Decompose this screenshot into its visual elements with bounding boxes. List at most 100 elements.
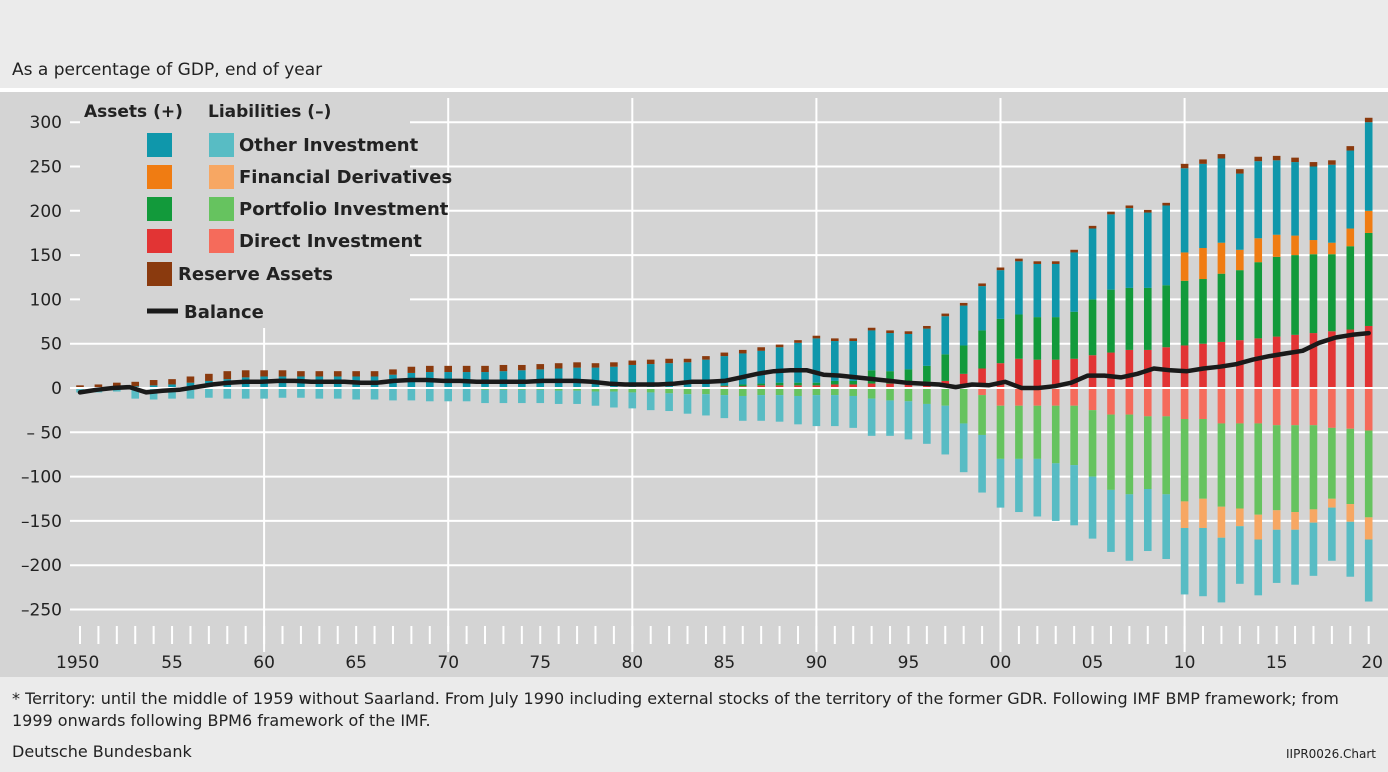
bar-liability-other [260, 388, 268, 399]
bar-liability-direct [1180, 388, 1189, 420]
bar-liability-portfolio [959, 388, 968, 424]
bar-asset-direct [1180, 345, 1189, 388]
x-tick-label: 85 [714, 653, 736, 673]
bar-asset-direct [812, 385, 821, 388]
bar-liability-other [923, 403, 931, 444]
bar-asset-reserve [168, 379, 176, 385]
bar-liability-other [462, 388, 471, 402]
bar-asset-other [1107, 214, 1115, 290]
bar-asset-portfolio [738, 384, 747, 387]
legend-swatch-asset-derivatives [147, 165, 172, 189]
bar-asset-direct [757, 385, 765, 388]
bar-asset-direct [794, 385, 802, 388]
bar-liability-other [1143, 489, 1152, 552]
legend-swatch-asset-direct [147, 229, 172, 253]
bar-asset-other [720, 356, 729, 386]
bar-asset-other [499, 371, 508, 388]
bar-liability-other [1070, 465, 1078, 526]
y-tick-label: –100 [21, 468, 62, 488]
bar-liability-portfolio [867, 388, 876, 399]
y-tick-label: –250 [21, 601, 62, 621]
bar-liability-other [1051, 463, 1060, 521]
bar-asset-portfolio [1143, 287, 1152, 350]
bar-liability-portfolio [849, 388, 858, 396]
x-tick-label: 00 [990, 653, 1012, 673]
bar-liability-other [205, 388, 213, 398]
bar-asset-reserve [665, 358, 673, 364]
bar-liability-portfolio [1309, 425, 1318, 510]
y-tick-label: 300 [30, 113, 62, 133]
footnote: * Territory: until the middle of 1959 wi… [12, 689, 1339, 730]
legend-label-reserve: Reserve Assets [178, 264, 333, 285]
bar-liability-other [241, 388, 250, 399]
bar-liability-direct [1346, 388, 1355, 429]
bar-liability-direct [1125, 388, 1134, 415]
bar-asset-derivatives [1346, 228, 1355, 247]
bar-liability-portfolio [683, 388, 692, 395]
bar-asset-portfolio [1070, 311, 1078, 359]
bar-asset-portfolio [941, 354, 950, 381]
legend-swatch-liability-derivatives [209, 165, 234, 189]
bar-asset-reserve [1143, 209, 1152, 213]
y-tick-label: 250 [30, 158, 62, 178]
bar-asset-portfolio [757, 383, 765, 386]
bar-asset-derivatives [1309, 240, 1318, 255]
bar-asset-other [1309, 166, 1318, 241]
bar-liability-direct [1015, 388, 1023, 406]
bar-asset-other [1015, 261, 1023, 315]
bar-liability-portfolio [831, 388, 839, 396]
bar-asset-other [849, 341, 858, 381]
bar-asset-direct [1199, 343, 1207, 388]
bar-asset-derivatives [1328, 242, 1336, 255]
x-tick-label: 55 [161, 653, 183, 673]
bar-asset-other [1254, 161, 1263, 239]
bar-asset-reserve [113, 382, 121, 387]
bar-asset-portfolio [996, 318, 1005, 364]
bar-asset-derivatives [1217, 242, 1226, 274]
bar-asset-portfolio [1125, 287, 1134, 350]
bar-asset-other [1199, 163, 1207, 249]
bar-asset-reserve [1346, 146, 1355, 151]
bar-liability-direct [1254, 388, 1263, 424]
legend-label-balance: Balance [184, 302, 264, 323]
x-tick-label: 20 [1361, 653, 1383, 673]
legend-background [80, 96, 410, 328]
bar-liability-other [425, 388, 434, 402]
bar-asset-derivatives [1254, 238, 1263, 263]
bar-asset-other [978, 286, 986, 331]
bar-liability-derivatives [1364, 517, 1373, 540]
bar-liability-portfolio [702, 388, 710, 395]
y-axis: 300 250 200 150 100 50 0 – 50 –100 –150 –200 –250 [21, 113, 62, 620]
bar-liability-other [481, 389, 489, 404]
bar-asset-reserve [573, 362, 581, 368]
bar-liability-portfolio [996, 405, 1005, 459]
bar-asset-reserve [1272, 155, 1281, 161]
bar-liability-portfolio [757, 388, 765, 396]
x-tick-label: 15 [1266, 653, 1288, 673]
bar-asset-other [628, 364, 637, 388]
bar-liability-other [278, 388, 287, 398]
bar-asset-reserve [702, 356, 710, 360]
bar-liability-other [315, 388, 324, 399]
bar-asset-reserve [94, 384, 103, 388]
bar-asset-portfolio [1199, 279, 1207, 344]
bar-liability-direct [1070, 388, 1078, 406]
bar-liability-other [812, 395, 821, 427]
bar-asset-reserve [149, 380, 158, 386]
bar-asset-portfolio [923, 365, 931, 382]
legend-swatch-liability-other [209, 133, 234, 157]
balance-line [77, 330, 1371, 395]
x-tick-label: 75 [529, 653, 551, 673]
bar-asset-direct [1254, 338, 1263, 388]
bar-asset-reserve [591, 363, 600, 368]
bar-asset-reserve [775, 344, 784, 348]
bar-liability-direct [978, 388, 986, 396]
bar-liability-portfolio [1272, 425, 1281, 511]
bar-asset-direct [1125, 349, 1134, 388]
bar-asset-derivatives [1272, 234, 1281, 257]
bar-liability-other [610, 391, 618, 408]
bar-asset-portfolio [812, 382, 821, 386]
bar-asset-other [702, 359, 710, 388]
bar-asset-direct [1272, 336, 1281, 388]
bar-asset-reserve [205, 373, 213, 381]
